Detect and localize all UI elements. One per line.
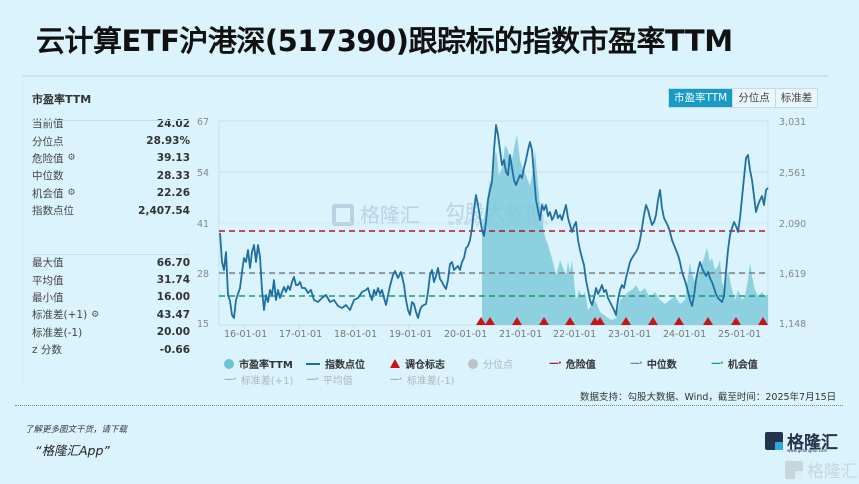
stat-index-level: 指数点位 2,407.54 <box>32 204 190 218</box>
y-tick-left: 67 <box>197 117 210 128</box>
brand-logo: 格隆汇 www.gelonghui.com <box>765 428 838 453</box>
y-tick-left: 15 <box>197 319 210 330</box>
y-tick-right: 2,090 <box>779 219 807 230</box>
logo-icon <box>765 431 783 450</box>
legend-index-level[interactable]: 指数点位 <box>306 356 365 371</box>
tab-pe-ttm[interactable]: 市盈率TTM <box>669 89 733 107</box>
stat-danger: 危险值 ⚙ 39.13 <box>32 152 190 165</box>
index-line <box>219 124 769 319</box>
y-tick-left: 28 <box>197 269 210 280</box>
dash-icon: —· <box>630 358 643 369</box>
legend-opportunity[interactable]: —· 机会值 <box>711 358 758 371</box>
x-tick: 25-01-01 <box>718 329 762 340</box>
y-tick-left: 54 <box>197 168 210 179</box>
promo-app[interactable]: “格隆汇App” <box>35 443 110 458</box>
stat-median: 中位数 28.33 <box>32 169 190 183</box>
legend-median[interactable]: —· 中位数 <box>630 358 677 371</box>
line-icon <box>306 362 320 365</box>
legend-rebalance[interactable]: 调仓标志 <box>390 356 445 371</box>
x-tick: 21-01-01 <box>499 329 543 340</box>
dash-icon: —· <box>306 374 319 385</box>
promo-text: 了解更多图文干货，请下载 <box>25 425 128 435</box>
dash-icon: —· <box>711 358 724 369</box>
stats-divider <box>32 254 190 255</box>
stat-percentile: 分位点 28.93% <box>32 135 190 148</box>
stat-mean: 平均值 31.74 <box>32 274 190 287</box>
rebalance-markers <box>476 317 768 325</box>
x-tick: 19-01-01 <box>389 329 433 340</box>
x-tick: 20-01-01 <box>444 329 488 340</box>
pe-area <box>482 135 768 325</box>
gear-icon[interactable]: ⚙ <box>67 153 76 164</box>
x-tick: 17-01-01 <box>279 329 323 340</box>
page-title: 云计算ETF沪港深(517390)跟踪标的指数市盈率TTM <box>36 24 733 58</box>
stat-std-minus: 标准差(-1) 20.00 <box>32 326 190 339</box>
data-source: 数据支持：勾股大数据、Wind，截至时间：2025年7月15日 <box>580 392 837 403</box>
stat-opportunity: 机会值 ⚙ 22.26 <box>32 187 190 200</box>
stat-min: 最小值 16.00 <box>32 291 190 304</box>
legend-mean[interactable]: —· 平均值 <box>306 374 353 387</box>
divider <box>15 405 843 406</box>
x-tick: 24-01-01 <box>663 329 707 340</box>
metric-tabs: 市盈率TTM 分位点 标准差 <box>668 88 819 108</box>
card-title: 市盈率TTM <box>32 93 92 106</box>
legend-percentile[interactable]: 分位点 <box>468 356 513 371</box>
circle-icon <box>468 358 478 369</box>
legend-std-plus[interactable]: —· 标准差(+1) <box>224 374 294 387</box>
y-tick-right: 3,031 <box>779 117 807 128</box>
dash-icon: —· <box>549 358 562 369</box>
y-tick-right: 2,561 <box>779 168 807 179</box>
circle-icon <box>224 358 234 369</box>
gear-icon[interactable]: ⚙ <box>67 188 76 199</box>
legend-danger[interactable]: —· 危险值 <box>549 358 596 371</box>
logo-icon <box>785 460 803 479</box>
y-tick-left: 41 <box>197 219 210 230</box>
stats-top: 当前值 24.02 分位点 28.93% 危险值 ⚙ 39.13 中位数 28.33 机会… <box>32 115 190 219</box>
stats-bottom: 最大值 66.70 平均值 31.74 最小值 16.00 标准差(+1) ⚙ 43.47… <box>32 254 190 358</box>
x-tick: 23-01-01 <box>608 329 652 340</box>
chart-card <box>22 75 828 387</box>
legend-std-minus[interactable]: —· 标准差(-1) <box>390 374 455 387</box>
stat-max: 最大值 66.70 <box>32 256 190 270</box>
dash-icon: —· <box>224 374 237 385</box>
tab-std-dev[interactable]: 标准差 <box>774 89 818 107</box>
stat-std-plus: 标准差(+1) ⚙ 43.47 <box>32 308 190 322</box>
x-tick: 22-01-01 <box>553 329 597 340</box>
y-tick-right: 1,148 <box>779 319 807 330</box>
stat-z-score: z 分数 -0.66 <box>32 343 190 357</box>
dash-icon: —· <box>390 374 403 385</box>
gear-icon[interactable]: ⚙ <box>91 309 100 320</box>
triangle-icon <box>390 359 400 368</box>
x-tick: 18-01-01 <box>334 329 378 340</box>
x-tick: 16-01-01 <box>224 329 268 340</box>
tab-percentile[interactable]: 分位点 <box>732 89 775 107</box>
brand-logo-watermark: 格隆汇 <box>785 457 858 482</box>
legend-pe-ttm[interactable]: 市盈率TTM <box>224 356 293 371</box>
y-tick-right: 1,619 <box>779 269 807 280</box>
stats-divider <box>32 120 190 121</box>
